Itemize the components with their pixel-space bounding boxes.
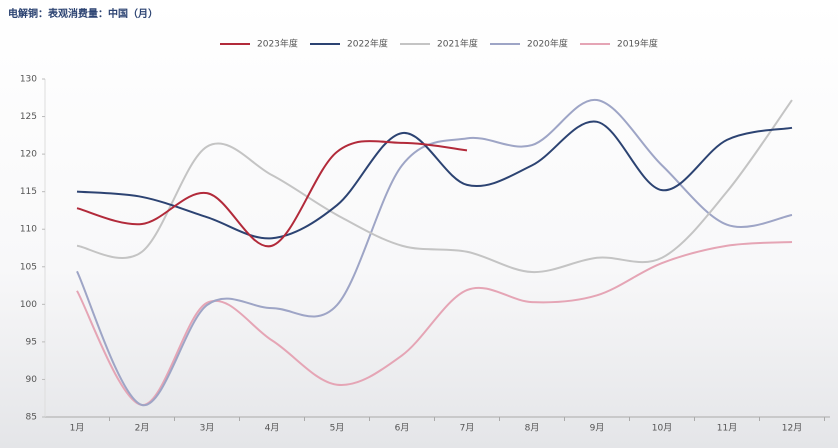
y-tick-label: 95 bbox=[26, 337, 37, 347]
x-tick-label: 5月 bbox=[330, 423, 345, 434]
x-tick-label: 8月 bbox=[525, 423, 540, 434]
x-tick-label: 7月 bbox=[460, 423, 475, 434]
series-line bbox=[76, 120, 793, 240]
legend-label: 2021年度 bbox=[437, 38, 478, 50]
legend-label: 2020年度 bbox=[527, 38, 568, 50]
x-tick-label: 6月 bbox=[395, 423, 410, 434]
series-line bbox=[76, 99, 793, 274]
legend-label: 2023年度 bbox=[257, 38, 298, 50]
x-tick-label: 1月 bbox=[70, 423, 85, 434]
y-tick-label: 105 bbox=[20, 262, 37, 272]
x-tick-label: 12月 bbox=[782, 423, 802, 434]
y-tick-label: 115 bbox=[20, 187, 37, 197]
x-tick-label: 10月 bbox=[652, 423, 672, 434]
x-tick-label: 2月 bbox=[135, 423, 150, 434]
y-tick-label: 90 bbox=[26, 375, 38, 385]
y-tick-label: 120 bbox=[20, 150, 37, 160]
y-tick-label: 130 bbox=[20, 75, 37, 85]
x-tick-label: 3月 bbox=[200, 423, 215, 434]
y-tick-label: 100 bbox=[20, 300, 37, 310]
chart-title: 电解铜：表观消费量：中国（月） bbox=[8, 7, 158, 20]
y-tick-label: 85 bbox=[26, 413, 37, 423]
legend-label: 2019年度 bbox=[617, 38, 658, 50]
series-line bbox=[76, 99, 793, 406]
series-line bbox=[76, 140, 468, 248]
y-tick-label: 125 bbox=[20, 112, 37, 122]
x-tick-label: 4月 bbox=[265, 423, 280, 434]
y-tick-label: 110 bbox=[20, 225, 37, 235]
series-line bbox=[76, 240, 793, 406]
x-tick-label: 11月 bbox=[717, 423, 737, 434]
x-tick-label: 9月 bbox=[590, 423, 605, 434]
legend-label: 2022年度 bbox=[347, 38, 388, 50]
